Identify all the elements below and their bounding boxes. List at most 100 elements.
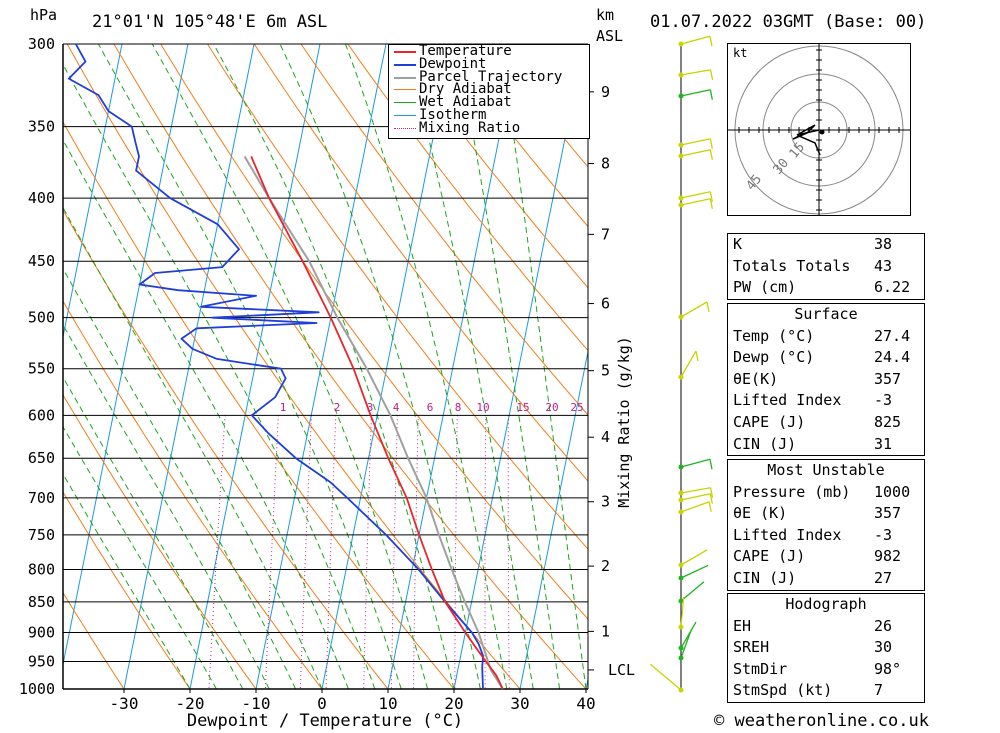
hodo-title: Hodograph: [785, 595, 867, 613]
km-tick-label: 4: [601, 428, 610, 446]
mixing-ratio-line: [412, 415, 419, 689]
storm-motion-marker: [819, 129, 825, 135]
mixing-ratio-axis-label: Mixing Ratio (g/kg): [615, 336, 633, 508]
indices-table: K 38 Totals Totals 43 PW (cm) 6.22: [727, 233, 925, 300]
totals-value: 43: [874, 256, 893, 275]
eh-label: EH: [733, 616, 752, 635]
surface-li-value: -3: [874, 391, 893, 410]
wind-barb: [680, 493, 711, 501]
pressure-tick-label: 450: [28, 252, 55, 270]
dewpoint-line: [67, 43, 484, 690]
lcl-label: LCL: [608, 661, 635, 679]
dry-adiabat-line: [440, 44, 588, 228]
wet-adiabat-line: [63, 206, 323, 689]
plot-area: [63, 44, 588, 689]
km-tick-label: 1: [601, 622, 610, 640]
wind-level-dot: [678, 142, 684, 148]
dry-adiabat-line: [253, 44, 588, 482]
wind-profile: [649, 35, 714, 693]
mixing-ratio-line: [325, 415, 337, 689]
skewt-diagram: 3003504004505005506006507007508008509009…: [19, 35, 635, 731]
wind-barb: [680, 564, 709, 579]
pressure-tick-label: 950: [28, 653, 55, 671]
x-tick-label: -10: [242, 694, 271, 713]
mixing-ratio-label: 20: [545, 401, 558, 414]
dry-adiabat-line: [300, 44, 588, 416]
sreh-label: SREH: [733, 638, 770, 657]
mixing-ratio-label: 3: [367, 401, 374, 414]
km-tick-label: 8: [601, 155, 610, 173]
wind-barb: [680, 581, 705, 602]
mu-title: Most Unstable: [767, 461, 885, 479]
wind-barb-flag: [709, 89, 713, 100]
mu-cin-value: 27: [874, 568, 893, 587]
x-tick-label: -20: [176, 694, 205, 713]
x-tick-label: -30: [110, 694, 139, 713]
mu-li-value: -3: [874, 525, 893, 544]
wind-barb-flag: [709, 191, 713, 202]
wind-level-dot: [678, 153, 684, 159]
km-tick-label: 3: [601, 493, 610, 511]
wind-barb-flag: [709, 149, 713, 160]
mixing-ratio-line: [299, 415, 312, 689]
dry-adiabat-line: [113, 44, 587, 689]
pressure-tick-label: 850: [28, 593, 55, 611]
legend-dewpoint: Dewpoint: [419, 55, 487, 72]
mixing-ratio-label: 15: [516, 401, 529, 414]
hodograph-unit-label: kt: [733, 46, 747, 60]
stmdir-value: 98°: [874, 659, 902, 678]
wind-barb: [680, 198, 711, 206]
hodograph-trace: [792, 124, 821, 156]
dry-adiabat-line: [63, 121, 455, 689]
surface-dewp-label: Dewp (°C): [733, 348, 815, 367]
mu-li-label: Lifted Index: [733, 525, 842, 544]
legend-wet-adiabat: Wet Adiabat: [419, 94, 512, 111]
mu-thetae-label: θE (K): [733, 504, 788, 523]
mixing-ratio-label: 4: [393, 401, 400, 414]
wind-barb: [680, 149, 711, 157]
mixing-ratio-label: 2: [334, 401, 341, 414]
wet-adiabat-line: [151, 44, 429, 689]
dry-adiabat-line: [63, 491, 191, 689]
wind-barb: [680, 487, 711, 494]
legend-isotherm: Isotherm: [419, 106, 487, 123]
sreh-value: 30: [874, 638, 893, 657]
isotherm-line: [387, 44, 519, 689]
legend-dry-adiabat: Dry Adiabat: [419, 81, 512, 98]
legend-temperature: Temperature: [419, 43, 512, 59]
wind-barb-flag: [709, 487, 714, 498]
wind-barb: [680, 301, 708, 318]
wind-level-dot: [678, 374, 684, 380]
k-index-value: 38: [874, 235, 893, 253]
wind-level-dot: [678, 490, 684, 496]
hodograph-table: Hodograph EH 26 SREH 30 StmDir 98° StmSpd (…: [727, 593, 925, 703]
surface-cin-label: CIN (J): [733, 434, 797, 453]
mixing-ratio-label: 8: [455, 401, 462, 414]
wind-barb-flag: [695, 350, 699, 362]
wind-level-dot: [678, 314, 684, 320]
eh-value: 26: [874, 616, 893, 635]
wind-barb: [680, 350, 697, 378]
asl-unit-label: ASL: [596, 27, 624, 45]
stmspd-label: StmSpd (kt): [733, 681, 833, 700]
temperature-line: [250, 156, 504, 690]
km-tick-label: 6: [601, 295, 610, 313]
surface-cin-value: 31: [874, 434, 893, 453]
wind-barb: [680, 501, 710, 513]
mu-cape-label: CAPE (J): [733, 547, 806, 566]
wind-barb: [680, 458, 711, 468]
surface-title: Surface: [794, 305, 858, 323]
pressure-tick-label: 700: [28, 489, 55, 507]
wind-level-dot: [678, 195, 684, 201]
dry-adiabat-line: [160, 44, 588, 620]
pressure-tick-label: 750: [28, 526, 55, 544]
pw-label: PW (cm): [733, 278, 797, 297]
km-unit-label: km: [596, 6, 615, 24]
mixing-ratio-line: [363, 415, 372, 689]
copyright-link[interactable]: © weatheronline.co.uk: [714, 711, 929, 731]
wind-barb: [680, 621, 697, 649]
pressure-tick-label: 300: [28, 35, 55, 53]
mixing-ratio-line: [390, 415, 398, 689]
dry-adiabat-line: [63, 209, 389, 689]
wet-adiabat-line: [97, 44, 402, 689]
